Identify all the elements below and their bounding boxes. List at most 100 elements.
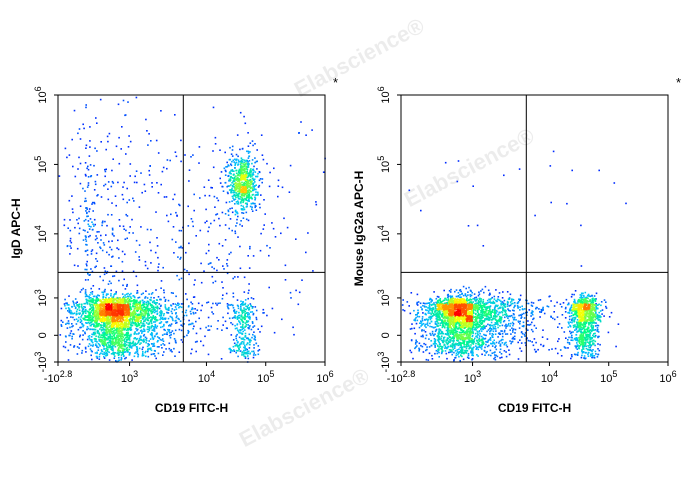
data-point [100,302,103,304]
data-point [243,164,245,166]
data-point [179,258,181,260]
data-point [93,325,96,327]
data-point [501,324,504,327]
data-point [254,202,256,205]
data-point [140,326,142,329]
data-point [143,320,145,322]
data-point [541,336,544,338]
data-point [144,336,147,339]
data-point [91,270,94,273]
data-point [236,327,238,329]
data-point [138,347,141,350]
data-point [142,330,145,333]
data-point [95,252,98,255]
data-point [244,357,247,359]
data-point [160,304,162,307]
data-point [150,320,153,323]
data-point [153,342,155,345]
data-point [123,348,125,350]
data-point [81,323,84,326]
data-point [100,304,103,307]
data-point [472,185,474,187]
data-point [229,163,232,165]
data-point [126,201,128,204]
data-point [125,344,128,346]
data-point [94,180,97,183]
data-point [230,184,232,186]
data-point [141,315,144,318]
data-point [509,325,511,327]
data-point [427,310,430,312]
data-point [507,309,510,312]
data-point [117,331,120,333]
data-point [239,163,242,166]
data-point [175,322,177,324]
data-point [131,314,134,317]
data-point [246,351,248,354]
data-point [100,324,102,327]
data-point [507,324,510,326]
data-point [122,318,124,321]
data-point [129,314,131,317]
data-point [119,307,121,309]
data-point [110,337,113,339]
data-point [144,314,146,316]
data-point [150,262,152,264]
data-point [249,186,251,188]
data-point [498,292,501,294]
data-point [530,315,532,317]
data-point [140,308,142,311]
data-point [87,321,90,324]
data-point [484,285,487,288]
data-point [494,351,496,353]
data-point [98,325,100,327]
data-point [253,169,255,172]
data-point [84,229,86,232]
data-point [77,319,80,322]
data-point [142,340,144,343]
data-point [195,332,198,335]
data-point [113,357,116,359]
data-point [82,330,84,332]
data-point [245,179,247,181]
data-point [96,174,99,176]
data-point [118,136,120,139]
data-point [127,312,130,314]
data-point [168,342,171,345]
data-point [104,175,106,178]
data-point [156,313,158,315]
data-point [84,235,87,237]
data-point [135,315,138,317]
data-point [125,299,127,302]
data-point [86,328,88,331]
data-point [118,343,120,345]
data-point [105,350,107,352]
data-point [297,303,300,306]
data-point [457,295,460,297]
data-point [224,239,227,241]
data-point [508,349,510,351]
data-point [147,348,149,350]
data-point [173,332,175,335]
data-point [75,310,78,313]
data-point [252,333,254,336]
data-point [84,190,86,192]
data-point [241,354,243,356]
data-point [162,354,164,356]
data-point [235,178,237,180]
data-point [494,308,496,311]
data-point [137,306,139,308]
data-point [112,182,115,184]
data-point [146,314,149,316]
data-point [141,191,143,194]
data-point [101,301,104,304]
data-point [107,213,109,216]
data-point [85,312,87,314]
data-point [245,162,247,164]
data-point [533,338,536,340]
data-point [139,303,141,306]
data-point [103,184,105,187]
data-point [260,194,262,196]
data-point [237,200,239,202]
data-point [88,313,90,315]
